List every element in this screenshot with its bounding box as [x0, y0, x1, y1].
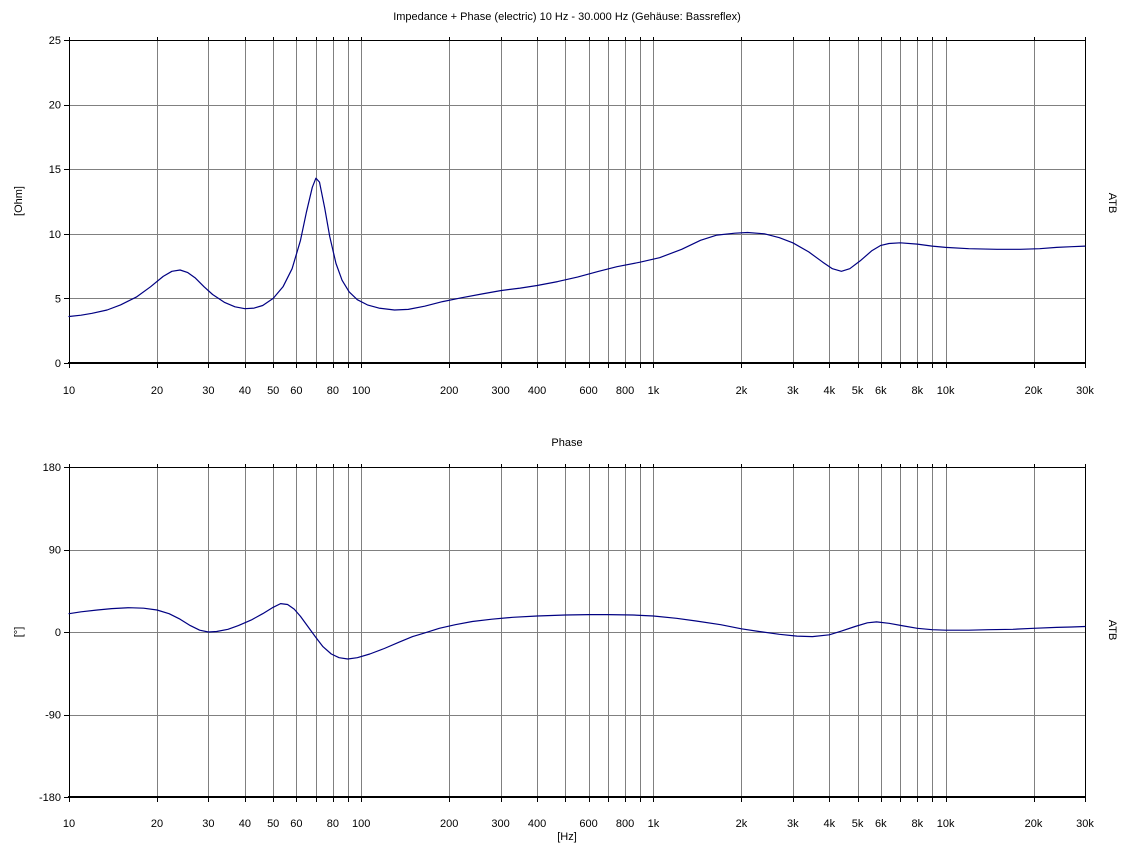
- phase-x-tick-label: 30k: [1076, 818, 1094, 830]
- phase-curve: [68, 602, 1086, 660]
- phase-x-tick-label: 80: [327, 818, 339, 830]
- phase-y-tick-label: -180: [39, 792, 61, 804]
- phase-x-tick-label: 60: [290, 818, 302, 830]
- impedance-x-tick-label: 8k: [911, 385, 923, 397]
- phase-y-tick-label: 90: [49, 545, 61, 557]
- impedance-y-tick-label: 25: [49, 35, 61, 47]
- phase-x-tick-label: 4k: [823, 818, 835, 830]
- phase-x-tick-label: 20k: [1025, 818, 1043, 830]
- impedance-x-tick-label: 400: [528, 385, 546, 397]
- impedance-y-tick-label: 15: [49, 164, 61, 176]
- phase-x-tick-label: 1k: [648, 818, 660, 830]
- impedance-x-tick-label: 20k: [1025, 385, 1043, 397]
- impedance-grid: [69, 40, 1085, 363]
- impedance-x-tick-label: 6k: [875, 385, 887, 397]
- impedance-frame: [68, 40, 1086, 364]
- phase-y-tick-label: 180: [43, 462, 61, 474]
- impedance-x-tick-label: 30k: [1076, 385, 1094, 397]
- impedance-y-axis-unit: [Ohm]: [13, 186, 25, 216]
- phase-ticks: [64, 464, 1086, 802]
- phase-x-tick-label: 300: [491, 818, 509, 830]
- impedance-x-tick-label: 10k: [937, 385, 955, 397]
- impedance-x-tick-label: 20: [151, 385, 163, 397]
- impedance-x-tick-label: 200: [440, 385, 458, 397]
- phase-x-tick-label: 20: [151, 818, 163, 830]
- impedance-y-tick-label: 0: [55, 358, 61, 370]
- atb-watermark-impedance: ATB: [1106, 192, 1118, 214]
- phase-chart-title: Phase: [551, 437, 583, 449]
- phase-y-axis-unit: [°]: [13, 626, 25, 638]
- phase-grid: [69, 467, 1085, 797]
- phase-x-tick-label: 2k: [736, 818, 748, 830]
- phase-x-tick-label: 40: [239, 818, 251, 830]
- phase-x-tick-label: 400: [528, 818, 546, 830]
- phase-x-tick-label: 50: [267, 818, 279, 830]
- phase-x-tick-label: 3k: [787, 818, 799, 830]
- atb-watermark-phase: ATB: [1106, 619, 1118, 641]
- x-axis-unit: [Hz]: [557, 831, 577, 843]
- phase-x-tick-label: 5k: [852, 818, 864, 830]
- impedance-x-tick-label: 10: [63, 385, 75, 397]
- phase-y-tick-label: 0: [55, 627, 61, 639]
- phase-x-tick-label: 100: [352, 818, 370, 830]
- phase-frame: [68, 467, 1086, 798]
- phase-x-tick-label: 600: [579, 818, 597, 830]
- impedance-x-tick-label: 3k: [787, 385, 799, 397]
- impedance-y-tick-label: 10: [49, 229, 61, 241]
- impedance-y-tick-label: 5: [55, 293, 61, 305]
- impedance-x-tick-label: 2k: [736, 385, 748, 397]
- impedance-x-tick-label: 300: [491, 385, 509, 397]
- phase-x-tick-label: 8k: [911, 818, 923, 830]
- impedance-x-tick-label: 800: [616, 385, 634, 397]
- impedance-x-tick-label: 5k: [852, 385, 864, 397]
- phase-x-tick-label: 800: [616, 818, 634, 830]
- phase-x-tick-label: 10k: [937, 818, 955, 830]
- impedance-x-tick-label: 30: [202, 385, 214, 397]
- phase-y-tick-label: -90: [45, 710, 61, 722]
- impedance-x-tick-label: 1k: [648, 385, 660, 397]
- impedance-chart-title: Impedance + Phase (electric) 10 Hz - 30.…: [393, 11, 741, 23]
- impedance-x-tick-label: 600: [579, 385, 597, 397]
- impedance-x-tick-label: 80: [327, 385, 339, 397]
- impedance-x-tick-label: 4k: [823, 385, 835, 397]
- impedance-curve: [68, 177, 1086, 318]
- phase-x-tick-label: 6k: [875, 818, 887, 830]
- phase-x-tick-label: 200: [440, 818, 458, 830]
- impedance-tick-labels: 10 20 30 40 50 60 80 100 200 300 400 600 800 1k 2k 3k 4k…: [49, 35, 1095, 397]
- phase-x-tick-label: 30: [202, 818, 214, 830]
- impedance-x-tick-label: 100: [352, 385, 370, 397]
- phase-x-tick-label: 10: [63, 818, 75, 830]
- impedance-x-tick-label: 50: [267, 385, 279, 397]
- impedance-ticks: [64, 37, 1086, 368]
- phase-tick-labels: 10 20 30 40 50 60 80 100 200 300 400 600 800 1k 2k 3k 4k…: [39, 462, 1094, 830]
- impedance-x-tick-label: 40: [239, 385, 251, 397]
- impedance-y-tick-label: 20: [49, 100, 61, 112]
- impedance-x-tick-label: 60: [290, 385, 302, 397]
